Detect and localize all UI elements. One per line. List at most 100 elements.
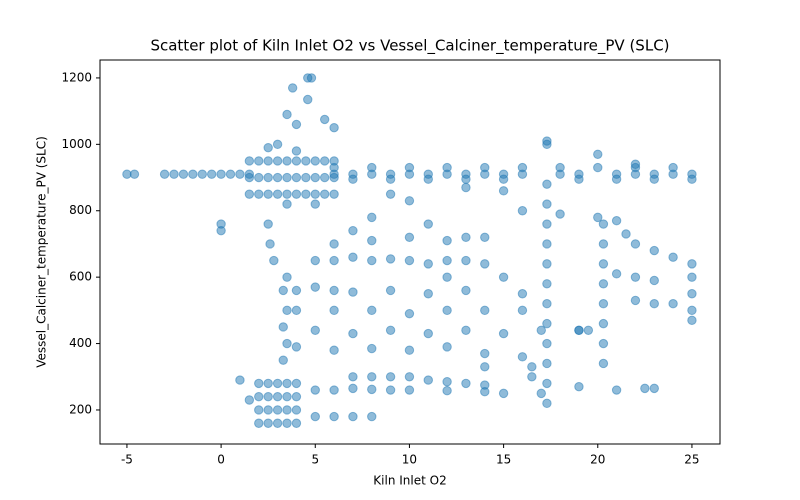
point bbox=[329, 255, 339, 266]
point bbox=[404, 232, 415, 243]
point bbox=[348, 383, 358, 394]
point bbox=[282, 418, 292, 428]
point bbox=[291, 285, 302, 296]
point bbox=[461, 174, 471, 184]
point bbox=[282, 199, 292, 209]
point bbox=[263, 405, 273, 415]
point bbox=[254, 378, 264, 389]
point bbox=[611, 174, 622, 184]
point bbox=[329, 156, 339, 166]
point bbox=[272, 139, 283, 150]
point bbox=[348, 287, 358, 297]
point bbox=[574, 174, 584, 184]
point bbox=[348, 174, 358, 184]
point bbox=[367, 235, 377, 246]
point bbox=[649, 174, 659, 184]
point bbox=[593, 162, 603, 173]
point bbox=[593, 149, 603, 159]
point bbox=[188, 169, 198, 179]
point bbox=[385, 285, 396, 296]
point bbox=[598, 338, 609, 349]
x-tick-label: -5 bbox=[121, 453, 133, 467]
point bbox=[129, 169, 140, 179]
point bbox=[385, 174, 396, 184]
point bbox=[272, 156, 283, 166]
point bbox=[254, 405, 264, 415]
point bbox=[272, 418, 283, 428]
point bbox=[244, 156, 255, 166]
point bbox=[282, 272, 292, 282]
point bbox=[367, 255, 377, 266]
y-tick-label: 1200 bbox=[61, 70, 92, 84]
point bbox=[404, 308, 415, 319]
point bbox=[385, 385, 396, 395]
point bbox=[291, 418, 302, 428]
point bbox=[348, 252, 358, 262]
point bbox=[282, 172, 292, 183]
point bbox=[272, 405, 283, 415]
point bbox=[272, 172, 283, 183]
point bbox=[263, 219, 273, 229]
point bbox=[329, 172, 339, 183]
point bbox=[480, 305, 490, 316]
point bbox=[640, 383, 650, 394]
point bbox=[461, 325, 471, 335]
point bbox=[542, 318, 552, 329]
point bbox=[272, 189, 283, 199]
point bbox=[263, 172, 273, 183]
point bbox=[542, 179, 552, 189]
point bbox=[536, 325, 546, 335]
point bbox=[367, 384, 377, 395]
x-tick-label: 20 bbox=[590, 453, 605, 467]
point bbox=[329, 305, 339, 316]
point bbox=[498, 174, 509, 184]
point bbox=[687, 272, 697, 282]
point bbox=[461, 182, 471, 193]
point bbox=[367, 343, 377, 354]
point bbox=[282, 338, 292, 349]
point bbox=[630, 239, 641, 249]
point bbox=[593, 212, 603, 223]
point bbox=[517, 289, 528, 299]
point bbox=[461, 285, 471, 296]
point bbox=[303, 94, 313, 105]
point bbox=[461, 232, 471, 243]
point bbox=[310, 172, 320, 183]
point bbox=[536, 388, 546, 399]
point bbox=[611, 385, 622, 395]
point bbox=[278, 322, 288, 332]
point bbox=[423, 289, 433, 299]
point bbox=[649, 383, 659, 394]
point bbox=[480, 259, 490, 269]
point bbox=[367, 162, 377, 173]
point bbox=[263, 142, 273, 153]
point bbox=[442, 272, 452, 282]
point bbox=[282, 405, 292, 415]
point bbox=[442, 377, 452, 387]
point bbox=[301, 156, 311, 166]
point bbox=[225, 169, 236, 179]
point bbox=[517, 352, 528, 362]
point bbox=[348, 411, 358, 422]
point bbox=[542, 219, 552, 229]
point bbox=[367, 411, 377, 422]
point bbox=[498, 186, 509, 196]
point bbox=[687, 174, 697, 184]
point bbox=[310, 199, 320, 209]
point bbox=[621, 229, 631, 239]
point bbox=[291, 391, 302, 402]
point bbox=[649, 299, 659, 309]
point bbox=[269, 255, 279, 266]
point bbox=[649, 245, 659, 256]
point bbox=[329, 123, 339, 133]
point bbox=[598, 219, 609, 229]
x-tick-label: 25 bbox=[684, 453, 699, 467]
point bbox=[687, 289, 697, 299]
point bbox=[404, 385, 415, 395]
y-tick-label: 200 bbox=[69, 402, 92, 416]
point bbox=[263, 156, 273, 166]
point bbox=[244, 189, 255, 199]
point bbox=[282, 189, 292, 199]
point bbox=[583, 325, 594, 335]
point bbox=[310, 325, 320, 335]
